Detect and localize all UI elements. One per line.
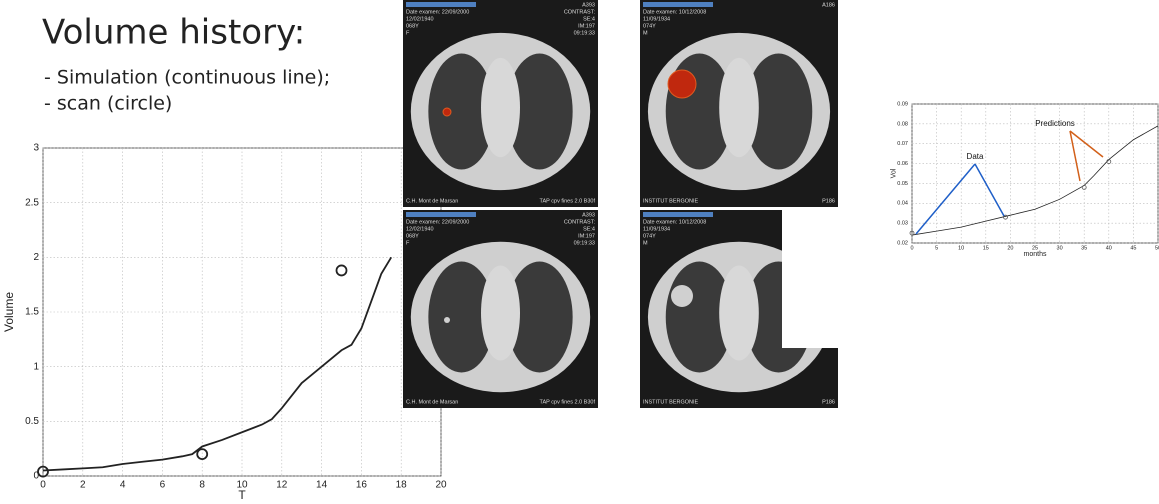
scan-info: 11/09/1934 xyxy=(643,226,670,232)
chart-prediction: 051015202530354045500.020.030.040.050.06… xyxy=(891,101,1159,257)
y-tick-label: 0.03 xyxy=(897,221,908,227)
x-tick-label: 4 xyxy=(120,480,126,491)
y-tick-label: 3 xyxy=(33,143,39,154)
scan-info: 12/02/1940 xyxy=(406,16,434,22)
scan-info: M xyxy=(643,30,648,36)
mediastinum xyxy=(719,58,759,157)
name-bar xyxy=(643,212,713,217)
scan-info: CONTRAST: xyxy=(564,219,596,225)
x-tick-label: 10 xyxy=(958,245,964,251)
y-tick-label: 0.06 xyxy=(897,161,908,167)
x-tick-label: 16 xyxy=(356,480,368,491)
y-tick-label: 0.07 xyxy=(897,141,908,147)
x-tick-label: 40 xyxy=(1106,245,1112,251)
x-tick-label: 30 xyxy=(1057,245,1063,251)
scan-info: 09:19:33 xyxy=(574,240,595,246)
x-tick-label: 6 xyxy=(160,480,166,491)
x-tick-label: 50 xyxy=(1155,245,1159,251)
mediastinum xyxy=(719,265,759,360)
name-bar xyxy=(406,212,476,217)
x-tick-label: 20 xyxy=(435,480,447,491)
nodule xyxy=(671,285,693,307)
y-tick-label: 0.02 xyxy=(897,240,908,246)
scan-info: 074Y xyxy=(643,233,656,239)
scan-info: Date examen: 10/12/2008 xyxy=(643,219,706,225)
y-tick-label: 0.04 xyxy=(897,201,908,207)
scan-info: 11/09/1934 xyxy=(643,16,670,22)
scan-info: C.H. Mont de Marsan xyxy=(406,198,458,204)
name-bar xyxy=(643,2,713,7)
scan-info: IM:197 xyxy=(578,23,595,29)
x-tick-label: 12 xyxy=(276,480,288,491)
scan-info: 074Y xyxy=(643,23,656,29)
scan-info: 09:19:33 xyxy=(574,30,595,36)
y-tick-label: 1.5 xyxy=(25,307,39,318)
name-bar xyxy=(406,2,476,7)
scan-info: 12/02/1940 xyxy=(406,226,434,232)
scan-info: A393 xyxy=(582,212,595,218)
cutout xyxy=(782,207,840,348)
scan-info: C.H. Mont de Marsan xyxy=(406,399,458,405)
slide-canvas: Volume history: - Simulation (continuous… xyxy=(0,0,1159,504)
y-tick-label: 0.05 xyxy=(897,181,908,187)
scan-info: CONTRAST: xyxy=(564,9,596,15)
scan-info: INSTITUT BERGONIE xyxy=(643,198,699,204)
y-tick-label: 2.5 xyxy=(25,197,39,208)
y-tick-label: 2 xyxy=(33,252,39,263)
scan-info: 068Y xyxy=(406,23,419,29)
annotation: Predictions xyxy=(1035,119,1075,128)
x-tick-label: 20 xyxy=(1007,245,1013,251)
mediastinum xyxy=(481,265,520,360)
slide: Volume history: - Simulation (continuous… xyxy=(0,0,1159,504)
y-tick-label: 0.08 xyxy=(897,121,908,127)
scan-info: Date examen: 10/12/2008 xyxy=(643,9,706,15)
nodule xyxy=(668,70,696,98)
x-tick-label: 18 xyxy=(396,480,408,491)
ct-scans: Date examen: 22/09/200012/02/1940068YFA3… xyxy=(403,0,840,408)
scan-info: 068Y xyxy=(406,233,419,239)
scan-info: INSTITUT BERGONIE xyxy=(643,399,699,405)
y-axis-label: Volume xyxy=(2,292,16,332)
x-tick-label: 35 xyxy=(1081,245,1087,251)
y-tick-label: 0.09 xyxy=(897,101,908,107)
scan-info: M xyxy=(643,240,648,246)
slide-title: Volume history: xyxy=(42,13,305,53)
bullet: - scan (circle) xyxy=(44,93,172,115)
bullet: - Simulation (continuous line); xyxy=(44,67,330,89)
x-tick-label: 14 xyxy=(316,480,328,491)
x-tick-label: 0 xyxy=(40,480,46,491)
nodule xyxy=(444,317,450,323)
scan-info: A393 xyxy=(582,2,595,8)
annotation: Data xyxy=(967,152,984,161)
y-tick-label: 0.5 xyxy=(25,416,39,427)
scan-info: SE:4 xyxy=(583,226,595,232)
x-tick-label: 2 xyxy=(80,480,86,491)
scan-info: IM:197 xyxy=(578,233,595,239)
nodule xyxy=(443,108,451,116)
scan-info: Date examen: 22/09/2000 xyxy=(406,9,469,15)
scan-info: TAP cpv fines 2.0 B30f xyxy=(540,198,596,204)
y-tick-label: 1 xyxy=(33,361,39,372)
x-axis-label: months xyxy=(1024,251,1047,258)
scan-info: SE:4 xyxy=(583,16,595,22)
x-tick-label: 5 xyxy=(935,245,938,251)
mediastinum xyxy=(481,58,520,157)
y-axis-label: Vol xyxy=(891,168,898,178)
scan-info: A186 xyxy=(822,2,835,8)
scan-info: P186 xyxy=(822,198,835,204)
scan-info: TAP cpv fines 2.0 B30f xyxy=(540,399,596,405)
x-tick-label: 45 xyxy=(1130,245,1136,251)
scan-info: Date examen: 22/09/2000 xyxy=(406,219,469,225)
x-tick-label: 8 xyxy=(199,480,205,491)
scan-info: P186 xyxy=(822,399,835,405)
x-tick-label: 0 xyxy=(910,245,913,251)
x-axis-label: T xyxy=(238,488,246,502)
x-tick-label: 15 xyxy=(983,245,989,251)
